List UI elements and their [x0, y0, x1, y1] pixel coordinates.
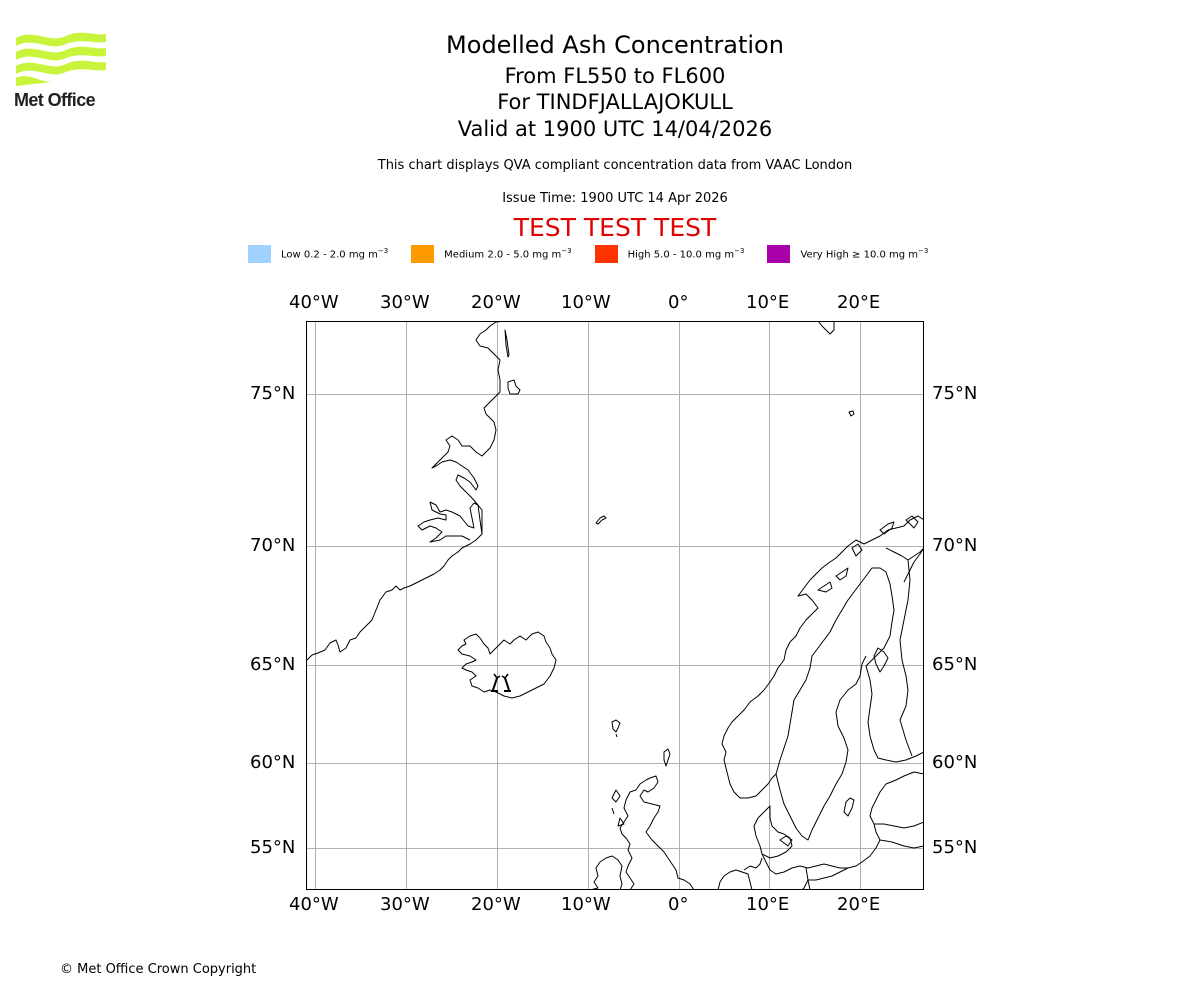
coastline-sweden [775, 655, 867, 841]
legend-swatch-low [248, 245, 271, 263]
coastline-jan-mayen [595, 515, 607, 525]
lon-tick-bottom-30w: 30°W [380, 894, 430, 915]
legend-swatch-high [594, 245, 618, 263]
lat-tick-left-60n: 60°N [250, 752, 296, 773]
coastline-lofoten [817, 515, 919, 593]
legend-label-low: Low 0.2 - 2.0 mg m−3 [281, 247, 389, 261]
legend-item-low: Low 0.2 - 2.0 mg m−3 [248, 245, 388, 263]
lat-tick-right-60n: 60°N [932, 752, 978, 773]
lon-tick-top-40w: 40°W [289, 292, 339, 313]
chart-description: This chart displays QVA compliant concen… [377, 158, 853, 173]
coastline-baltic-states [801, 771, 924, 890]
lon-tick-bottom-40w: 40°W [289, 894, 339, 915]
legend-item-very-high: Very High ≥ 10.0 mg m−3 [767, 245, 928, 263]
logo-text: Met Office [14, 90, 96, 110]
lon-tick-top-30w: 30°W [380, 292, 430, 313]
lon-tick-top-10e: 10°E [746, 292, 790, 313]
legend-item-high: High 5.0 - 10.0 mg m−3 [594, 245, 745, 263]
lon-tick-bottom-10e: 10°E [746, 894, 790, 915]
coastline-faroe [611, 719, 621, 738]
issue-time: Issue Time: 1900 UTC 14 Apr 2026 [502, 191, 728, 206]
lon-tick-top-0: 0° [668, 292, 689, 313]
coastline-kola [903, 547, 924, 583]
met-office-logo: Met Office [14, 30, 108, 112]
legend-swatch-medium [411, 245, 435, 263]
border-norway-sweden [775, 567, 895, 775]
lon-tick-bottom-20w: 20°W [471, 894, 521, 915]
coastline-svalbard [817, 321, 835, 335]
chart-title: Modelled Ash Concentration [446, 31, 784, 59]
coastline-ireland [589, 855, 623, 890]
legend-swatch-very-high [767, 245, 791, 263]
lon-tick-top-20w: 20°W [471, 292, 521, 313]
coastline-gotland [843, 797, 855, 817]
lat-tick-right-55n: 55°N [932, 837, 978, 858]
volcano-icon[interactable] [491, 673, 511, 692]
coastline-iceland [457, 631, 557, 699]
coastline-denmark [753, 805, 793, 859]
coastline-netherlands [717, 857, 763, 890]
coastline-greenland-inlet [504, 329, 510, 358]
lon-tick-bottom-20e: 20°E [837, 894, 881, 915]
border-finland-russia [885, 547, 924, 757]
legend-item-medium: Medium 2.0 - 5.0 mg m−3 [411, 245, 572, 263]
legend-label-very-high: Very High ≥ 10.0 mg m−3 [800, 247, 929, 261]
lat-tick-left-75n: 75°N [250, 383, 296, 404]
coastline-germany-poland [761, 853, 848, 890]
volcano-name: For TINDFJALLAJOKULL [497, 90, 733, 114]
lon-tick-top-10w: 10°W [561, 292, 611, 313]
ash-map[interactable] [306, 321, 925, 891]
coastline-bear-island [848, 410, 855, 417]
coastline-greenland [306, 321, 507, 662]
coastline-shetland [663, 748, 671, 767]
valid-time: Valid at 1900 UTC 14/04/2026 [457, 117, 773, 141]
coastline-gulf-bothnia [873, 647, 889, 673]
lon-tick-bottom-10w: 10°W [561, 894, 611, 915]
lon-tick-top-20e: 20°E [837, 292, 881, 313]
coastline-great-britain [619, 775, 695, 890]
lat-tick-left-55n: 55°N [250, 837, 296, 858]
legend-label-high: High 5.0 - 10.0 mg m−3 [627, 247, 745, 261]
coastline-greenland-island [507, 379, 521, 395]
coastline-finland [865, 665, 924, 763]
test-banner: TEST TEST TEST [513, 213, 717, 242]
lat-tick-left-70n: 70°N [250, 535, 296, 556]
map-gridlines [306, 321, 924, 890]
coastline-hebrides [611, 789, 625, 827]
map-frame [306, 321, 924, 890]
legend-label-medium: Medium 2.0 - 5.0 mg m−3 [444, 247, 572, 261]
flight-level-range: From FL550 to FL600 [504, 64, 726, 88]
lat-tick-left-65n: 65°N [250, 654, 296, 675]
coastline-norway [721, 515, 924, 799]
concentration-legend: Low 0.2 - 2.0 mg m−3 Medium 2.0 - 5.0 mg… [248, 244, 951, 264]
lat-tick-right-65n: 65°N [932, 654, 978, 675]
lat-tick-right-70n: 70°N [932, 535, 978, 556]
wave-logo-icon [16, 32, 106, 86]
lat-tick-right-75n: 75°N [932, 383, 978, 404]
copyright-notice: © Met Office Crown Copyright [60, 962, 257, 977]
lon-tick-bottom-0: 0° [668, 894, 689, 915]
